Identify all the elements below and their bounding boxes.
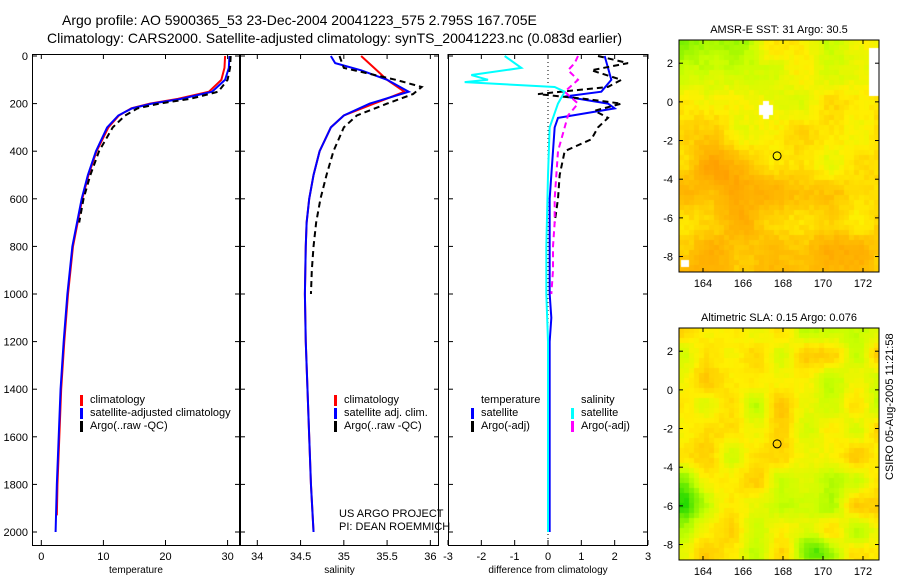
timestamp-stamp: CSIRO 05-Aug-2005 11:21:58	[884, 333, 896, 480]
x-tick-label: 1	[578, 551, 584, 563]
x-tick-label: 3	[645, 551, 651, 563]
x-tick-label: 2	[612, 551, 618, 563]
project-pi: PI: DEAN ROEMMICH	[339, 521, 451, 533]
legend-heading-salinity: salinity	[581, 394, 615, 406]
series-argo-raw-qc-	[78, 55, 232, 223]
map-x-tick-label: 172	[854, 566, 872, 578]
sst-map	[679, 40, 879, 272]
x-tick-label: 0	[38, 551, 44, 563]
diff-salinity-legend: salinity satellite Argo(-adj)	[569, 394, 630, 433]
x-axis-label: salinity	[324, 565, 355, 576]
legend-temp-satellite: satellite	[481, 407, 519, 419]
x-tick-label: 10	[97, 551, 109, 563]
legend-satellite: satellite adj. clim.	[344, 407, 428, 419]
plot-frame	[32, 54, 240, 546]
map-x-tick-label: 164	[694, 278, 712, 290]
x-tick-label: -3	[443, 551, 453, 563]
y-tick-label: 1600	[4, 432, 28, 444]
x-tick-label: 20	[159, 551, 171, 563]
legend-sal-argo: Argo(-adj)	[581, 420, 630, 432]
figure-title-line1: Argo profile: AO 5900365_53 23-Dec-2004 …	[62, 12, 537, 28]
map-y-tick-label: -8	[663, 540, 673, 552]
temperature-legend: climatology satellite-adjusted climatolo…	[78, 394, 231, 433]
profile-location-marker	[772, 439, 782, 449]
series-salinity-argo-adj-	[550, 55, 580, 295]
y-tick-label: 0	[22, 51, 28, 63]
map-x-tick-label: 168	[774, 278, 792, 290]
y-tick-label: 1400	[4, 384, 28, 396]
legend-heading-temperature: temperature	[481, 394, 541, 406]
map-y-tick-label: -4	[663, 174, 673, 186]
x-tick-label: 34	[251, 551, 263, 563]
x-tick-label: 30	[221, 551, 233, 563]
map-y-tick-label: 0	[667, 97, 673, 109]
plot-frame	[240, 54, 439, 546]
x-axis-label: difference from climatology	[488, 565, 607, 576]
sla-map-title: Altimetric SLA: 0.15 Argo: 0.076	[701, 312, 857, 324]
series-temperature-satellite	[548, 55, 618, 532]
map-frame	[678, 327, 880, 561]
map-x-tick-label: 166	[734, 566, 752, 578]
legend-argo: Argo(..raw -QC)	[90, 420, 168, 432]
map-frame	[678, 39, 880, 273]
diff-temperature-legend: temperature satellite Argo(-adj)	[469, 394, 540, 433]
y-tick-label: 2000	[4, 527, 28, 539]
map-y-tick-label: -2	[663, 424, 673, 436]
y-tick-label: 1200	[4, 337, 28, 349]
map-y-tick-label: -2	[663, 136, 673, 148]
x-axis-label: temperature	[109, 565, 163, 576]
map-x-tick-label: 170	[814, 278, 832, 290]
series-satellite-adjusted-climatology	[54, 55, 231, 533]
x-tick-label: -1	[510, 551, 520, 563]
sla-map	[679, 328, 879, 560]
x-tick-label: 35.5	[376, 551, 397, 563]
legend-climatology: climatology	[90, 394, 146, 406]
series-satellite-adj-clim-	[303, 55, 412, 533]
series-temperature-argo-adj-	[537, 55, 629, 223]
map-y-tick-label: 0	[667, 385, 673, 397]
map-y-tick-label: -6	[663, 501, 673, 513]
y-tick-label: 1000	[4, 289, 28, 301]
map-y-tick-label: 2	[667, 58, 673, 70]
y-tick-label: 800	[10, 241, 28, 253]
series-argo-raw-qc-	[309, 55, 424, 295]
map-x-tick-label: 166	[734, 278, 752, 290]
y-tick-label: 200	[10, 99, 28, 111]
legend-argo: Argo(..raw -QC)	[344, 420, 422, 432]
map-x-tick-label: 168	[774, 566, 792, 578]
map-y-tick-label: -8	[663, 252, 673, 264]
project-name: US ARGO PROJECT	[339, 508, 444, 520]
sst-map-title: AMSR-E SST: 31 Argo: 30.5	[710, 24, 848, 36]
project-credit: US ARGO PROJECT PI: DEAN ROEMMICH	[339, 508, 450, 534]
y-tick-label: 400	[10, 146, 28, 158]
x-tick-label: 34.5	[290, 551, 311, 563]
y-tick-label: 1800	[4, 479, 28, 491]
legend-satellite: satellite-adjusted climatology	[90, 407, 231, 419]
x-tick-label: 0	[545, 551, 551, 563]
x-tick-label: 36	[424, 551, 436, 563]
map-x-tick-label: 170	[814, 566, 832, 578]
legend-temp-argo: Argo(-adj)	[481, 420, 530, 432]
series-salinity-satellite	[464, 55, 567, 532]
x-tick-label: -2	[476, 551, 486, 563]
salinity-legend: climatology satellite adj. clim. Argo(..…	[332, 394, 428, 433]
figure-title-line2: Climatology: CARS2000. Satellite-adjuste…	[47, 30, 623, 46]
y-tick-label: 600	[10, 194, 28, 206]
map-x-tick-label: 172	[854, 278, 872, 290]
x-tick-label: 35	[338, 551, 350, 563]
map-x-tick-label: 164	[694, 566, 712, 578]
profile-location-marker	[772, 151, 782, 161]
map-y-tick-label: -4	[663, 462, 673, 474]
map-y-tick-label: 2	[667, 346, 673, 358]
legend-sal-satellite: satellite	[581, 407, 619, 419]
legend-climatology: climatology	[344, 394, 400, 406]
map-y-tick-label: -6	[663, 213, 673, 225]
